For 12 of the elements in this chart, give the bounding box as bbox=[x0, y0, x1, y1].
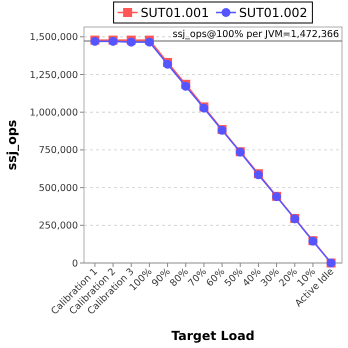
legend-label: SUT01.002 bbox=[239, 4, 308, 20]
y-tick-label: 1,000,000 bbox=[30, 108, 78, 119]
y-axis-title: ssj_ops bbox=[4, 120, 19, 170]
x-axis-title: Target Load bbox=[171, 328, 255, 343]
ref-line-label: ssj_ops@100% per JVM=1,472,366 bbox=[172, 28, 339, 40]
y-tick-label: 0 bbox=[72, 258, 78, 270]
legend-label: SUT01.001 bbox=[140, 4, 210, 20]
y-tick-label: 1,250,000 bbox=[30, 70, 78, 81]
y-tick-label: 1,500,000 bbox=[30, 32, 78, 44]
y-tick-label: 250,000 bbox=[38, 220, 78, 232]
y-tick-label: 750,000 bbox=[38, 145, 78, 156]
y-tick-label: 500,000 bbox=[38, 182, 78, 194]
